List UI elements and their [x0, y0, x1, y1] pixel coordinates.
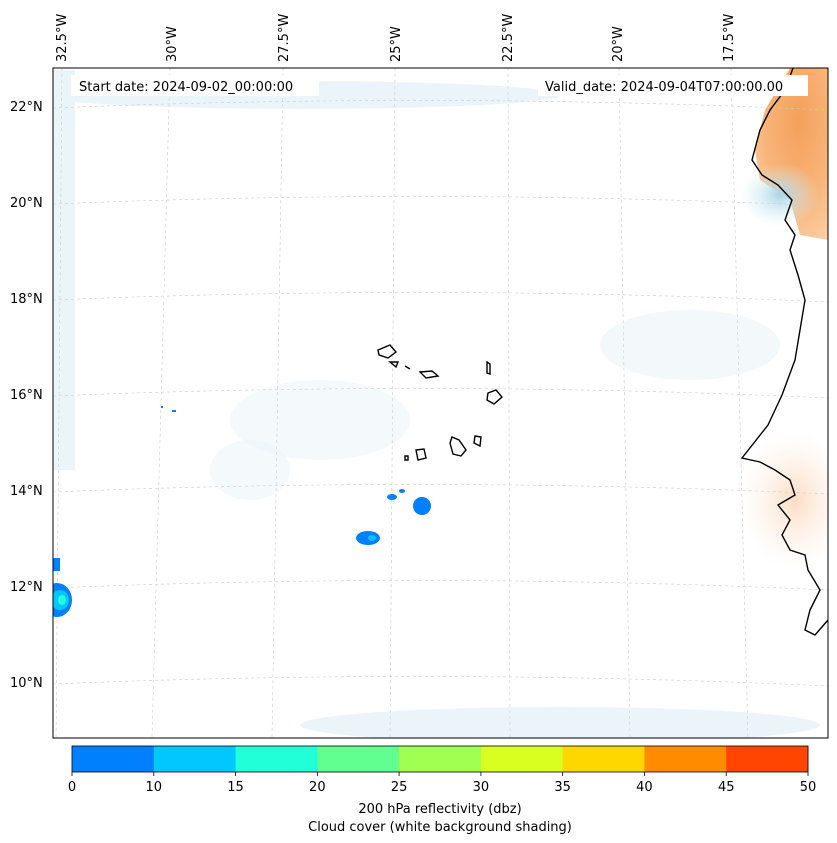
latitude-labels: 22°N 20°N 18°N 16°N 14°N 12°N 10°N	[10, 100, 43, 691]
lon-label: 32.5°W	[55, 14, 70, 62]
lon-label: 30°W	[165, 26, 180, 62]
echo-blob	[53, 558, 60, 571]
colorbar-tick-label: 25	[391, 780, 408, 795]
colorbar-segments	[72, 746, 809, 772]
lat-label: 16°N	[10, 388, 43, 403]
colorbar-segment	[480, 746, 564, 772]
lon-label: 25°W	[389, 26, 404, 62]
lon-label: 20°W	[611, 26, 626, 62]
colorbar-sublabel: Cloud cover (white background shading)	[308, 820, 572, 835]
lon-label: 17.5°W	[722, 14, 737, 62]
colorbar-segment	[153, 746, 237, 772]
echo-blob	[172, 410, 176, 412]
lat-label: 18°N	[10, 292, 43, 307]
lat-label: 22°N	[10, 100, 43, 115]
cape-verde-islands	[377, 344, 503, 461]
echo-blob	[58, 595, 66, 605]
echo-blob	[161, 406, 163, 408]
echo-blob	[399, 489, 405, 493]
colorbar-segment	[644, 746, 727, 772]
colorbar-frame	[71, 745, 809, 773]
echo-blob	[368, 535, 376, 541]
colorbar-tick-label: 50	[800, 780, 817, 795]
echo-blob	[413, 497, 431, 515]
colorbar-segment	[235, 746, 318, 772]
longitude-labels: 32.5°W 30°W 27.5°W 25°W 22.5°W 20°W 17.5…	[55, 14, 737, 62]
colorbar-tick-label: 45	[718, 780, 735, 795]
valid-date-label: Valid_date: 2024-09-04T07:00:00.00	[545, 80, 783, 95]
colorbar-tick-label: 35	[554, 780, 571, 795]
warm-shading	[740, 68, 828, 570]
colorbar-tick-label: 15	[227, 780, 244, 795]
colorbar-tick-label: 20	[309, 780, 326, 795]
colorbar-segment	[317, 746, 400, 772]
lat-label: 14°N	[10, 484, 43, 499]
colorbar-tick-label: 0	[68, 780, 76, 795]
africa-coastline	[740, 68, 828, 636]
colorbar-ticks: 0 10 15 20 25 30 35 40 45 50	[68, 772, 816, 795]
lat-label: 12°N	[10, 580, 43, 595]
colorbar: 0 10 15 20 25 30 35 40 45 50 200 hPa reflectivity…	[68, 745, 816, 835]
map-frame	[52, 67, 829, 739]
lon-label: 27.5°W	[277, 14, 292, 62]
lon-label: 22.5°W	[501, 14, 516, 62]
colorbar-label: 200 hPa reflectivity (dbz)	[358, 802, 521, 817]
colorbar-tick-label: 30	[473, 780, 490, 795]
lat-label: 10°N	[10, 676, 43, 691]
start-date-label: Start date: 2024-09-02_00:00:00	[79, 80, 293, 95]
reflectivity-echoes	[53, 406, 431, 617]
start-date-box: Start date: 2024-09-02_00:00:00	[71, 75, 319, 96]
valid-date-box: Valid_date: 2024-09-04T07:00:00.00	[538, 75, 808, 96]
colorbar-tick-label: 40	[636, 780, 653, 795]
colorbar-tick-label: 10	[146, 780, 163, 795]
colorbar-segment	[726, 746, 809, 772]
echo-blob	[387, 494, 397, 500]
map-area	[53, 68, 828, 738]
colorbar-segment	[72, 746, 155, 772]
lat-label: 20°N	[10, 196, 43, 211]
gridlines	[53, 68, 828, 738]
colorbar-segment	[399, 746, 482, 772]
colorbar-segment	[562, 746, 645, 772]
